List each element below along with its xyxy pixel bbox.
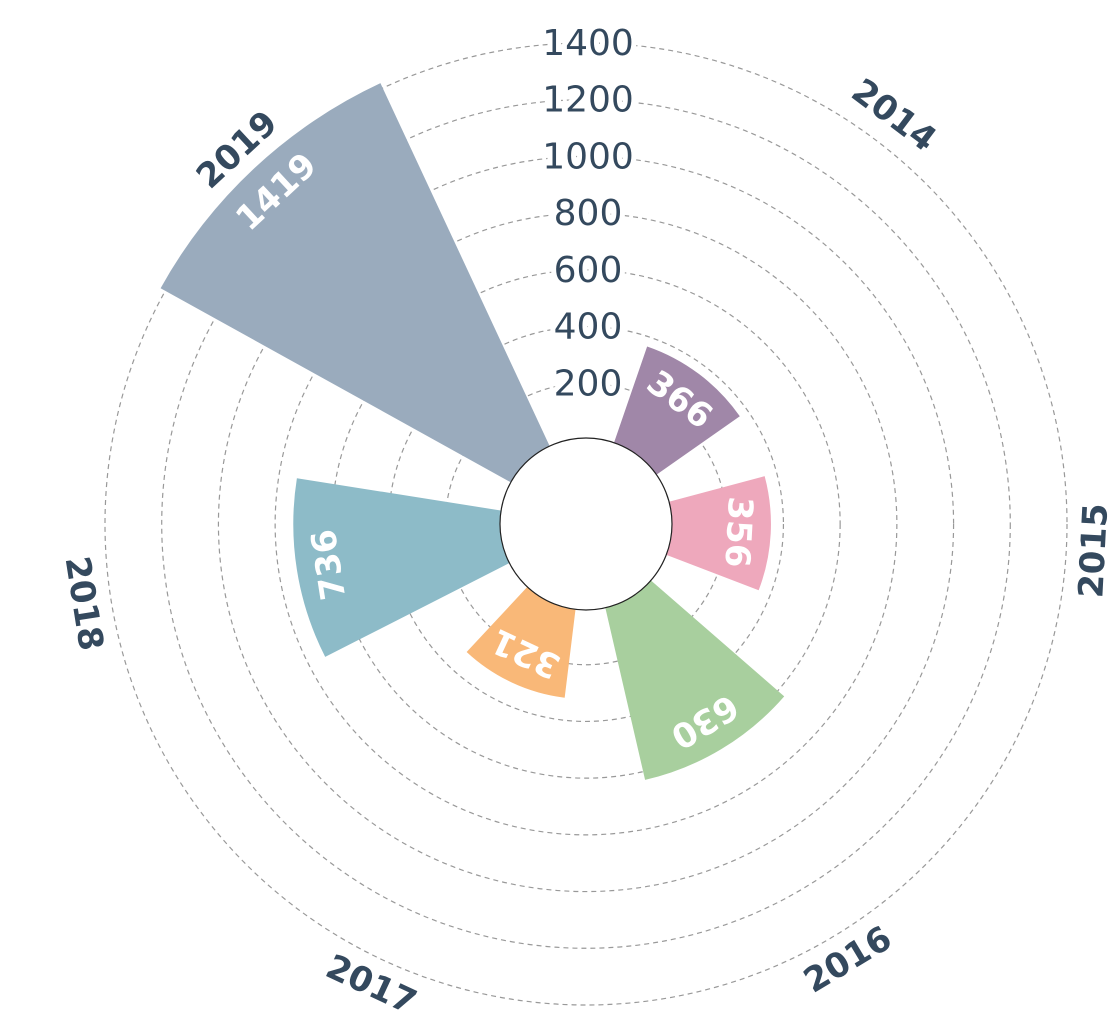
value-label: 356 (716, 495, 760, 568)
bar (160, 83, 551, 484)
category-label: 2018 (57, 554, 111, 654)
bar (664, 476, 771, 591)
tick-label: 200 (554, 363, 623, 404)
tick-label: 800 (554, 193, 623, 234)
category-label: 2017 (320, 947, 423, 1023)
tick-label: 400 (554, 307, 623, 348)
grid-ring (274, 212, 898, 836)
bar (466, 585, 576, 698)
grid-ring (104, 42, 1068, 1006)
tick-label: 1000 (542, 136, 634, 177)
grid-ring (217, 155, 955, 893)
grid-ring (387, 325, 785, 723)
grid (104, 42, 1068, 1006)
center-hole (499, 437, 673, 611)
tick-label: 1400 (542, 23, 634, 64)
bar (613, 346, 740, 476)
bar (293, 478, 512, 657)
tick-label: 1200 (542, 80, 634, 121)
category-label: 2014 (844, 71, 944, 160)
category-label: 2015 (1071, 502, 1112, 599)
category-label: 2016 (797, 918, 899, 1001)
tick-label: 600 (554, 250, 623, 291)
bar (604, 579, 785, 780)
grid-ring (331, 269, 841, 779)
grid-ring (161, 99, 1011, 949)
